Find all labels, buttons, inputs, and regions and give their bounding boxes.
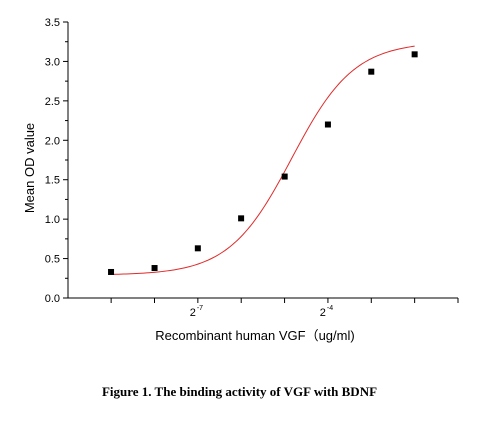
x-tick-label-exponent: -7	[197, 305, 203, 312]
data-point	[411, 51, 418, 58]
data-point	[324, 121, 331, 128]
data-point	[368, 68, 375, 75]
x-axis-ticks: 2 -7 2 -4	[110, 298, 459, 319]
axes	[67, 22, 458, 299]
y-axis-title: Mean OD value	[22, 123, 37, 213]
data-points	[108, 51, 418, 275]
y-tick-label: 1.0	[45, 214, 60, 226]
x-tick-label-base: 2	[190, 307, 196, 319]
fit-curve	[111, 45, 415, 275]
x-axis-title: Recombinant human VGF（ug/ml)	[155, 328, 354, 343]
data-point	[281, 173, 288, 180]
y-tick-label: 3.0	[45, 56, 60, 68]
data-point	[108, 268, 115, 275]
data-point	[194, 245, 201, 252]
data-point	[238, 215, 245, 222]
y-axis-ticks: 0.0 0.5 1.0 1.5 2.0 2.5 3.0 3.5	[45, 17, 68, 305]
y-tick-label: 2.5	[45, 96, 60, 108]
y-tick-label: 1.5	[45, 175, 60, 187]
x-tick-label: 2 -7	[190, 305, 203, 319]
x-tick-label-exponent: -4	[327, 305, 333, 312]
data-point	[151, 265, 158, 272]
y-tick-label: 3.5	[45, 17, 60, 29]
figure-caption: Figure 1. The binding activity of VGF wi…	[101, 384, 378, 399]
x-tick-label-base: 2	[320, 307, 326, 319]
x-tick-label: 2 -4	[320, 305, 333, 319]
y-tick-label: 2.0	[45, 135, 60, 147]
y-tick-label: 0.5	[45, 254, 60, 266]
y-tick-label: 0.0	[45, 293, 60, 305]
